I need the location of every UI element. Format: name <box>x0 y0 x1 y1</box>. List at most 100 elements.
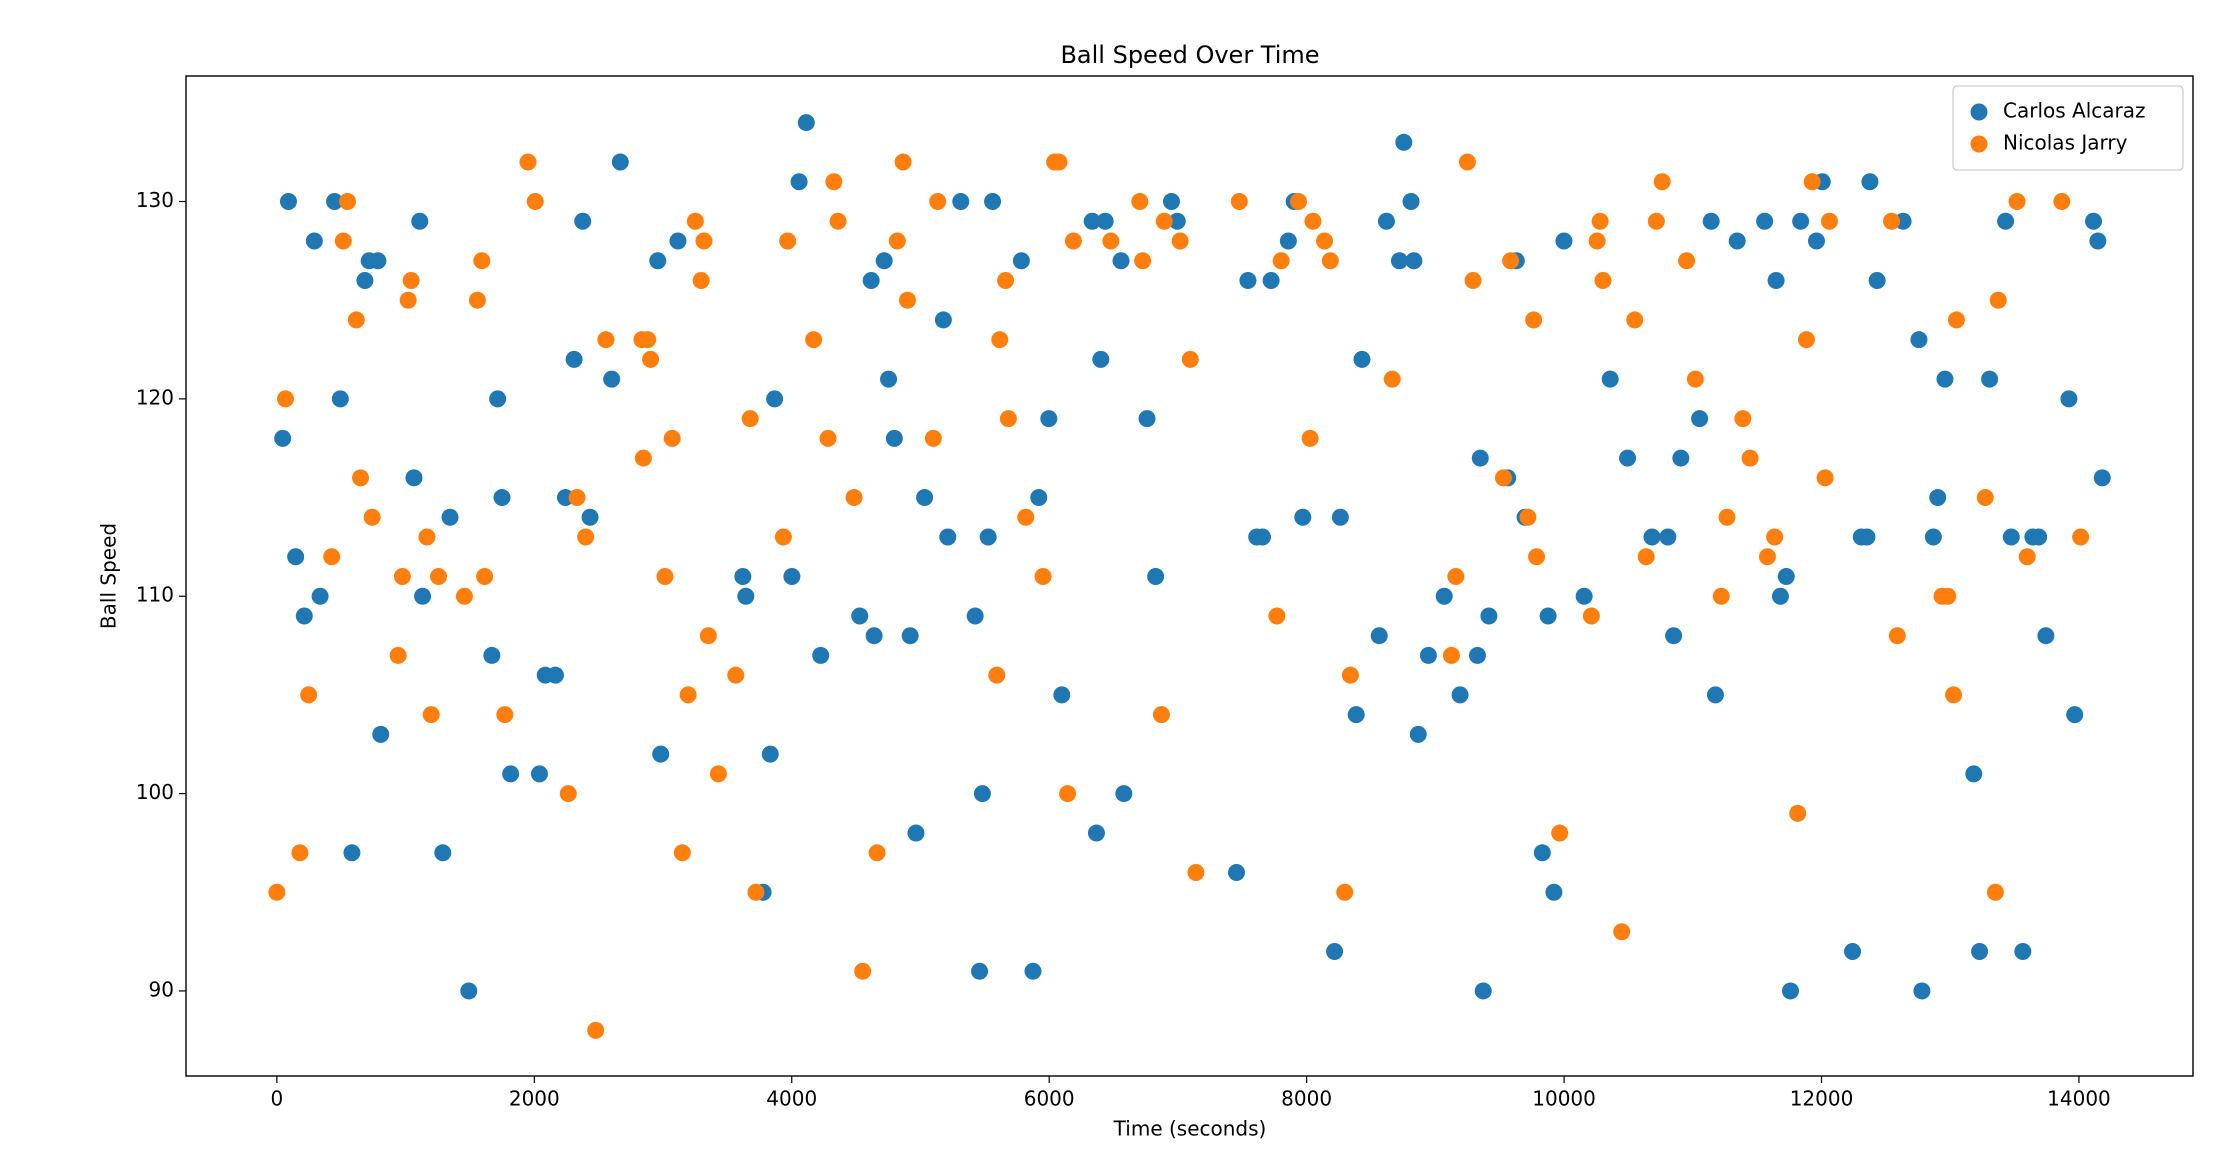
point <box>1858 528 1876 546</box>
point <box>916 489 934 507</box>
point <box>1227 864 1245 882</box>
point <box>888 232 906 250</box>
point <box>929 193 947 211</box>
point <box>805 331 823 349</box>
point <box>1464 271 1482 289</box>
point <box>1767 271 1785 289</box>
point <box>2093 469 2111 487</box>
point <box>1294 508 1312 526</box>
point <box>1797 331 1815 349</box>
point <box>695 232 713 250</box>
x-tick-label: 2000 <box>509 1087 560 1111</box>
point <box>851 607 869 625</box>
point <box>1816 469 1834 487</box>
point <box>581 508 599 526</box>
point <box>1326 942 1344 960</box>
point <box>559 785 577 803</box>
point <box>774 528 792 546</box>
point <box>642 350 660 368</box>
point <box>279 193 297 211</box>
point <box>343 844 361 862</box>
point <box>369 252 387 270</box>
x-axis-label: Time (seconds) <box>1113 1117 1267 1141</box>
point <box>1861 173 1879 191</box>
point <box>997 271 1015 289</box>
point <box>1647 212 1665 230</box>
point <box>1533 844 1551 862</box>
point <box>673 844 691 862</box>
point <box>1910 331 1928 349</box>
point <box>966 607 984 625</box>
point <box>1353 350 1371 368</box>
point <box>1539 607 1557 625</box>
point <box>1981 370 1999 388</box>
point <box>1594 271 1612 289</box>
point <box>1792 212 1810 230</box>
point <box>574 212 592 230</box>
point <box>939 528 957 546</box>
point <box>389 646 407 664</box>
point <box>1458 153 1476 171</box>
point <box>1575 587 1593 605</box>
point <box>402 271 420 289</box>
legend-marker <box>1970 135 1988 153</box>
point <box>1939 587 1957 605</box>
point <box>311 587 329 605</box>
point <box>1588 232 1606 250</box>
point <box>1653 173 1671 191</box>
point <box>894 153 912 171</box>
point <box>1162 193 1180 211</box>
point <box>1181 350 1199 368</box>
point <box>1447 567 1465 585</box>
point <box>468 291 486 309</box>
point <box>727 666 745 684</box>
point <box>1945 686 1963 704</box>
point <box>741 410 759 428</box>
point <box>1947 311 1965 329</box>
point <box>1316 232 1334 250</box>
point <box>2066 706 2084 724</box>
point <box>300 686 318 704</box>
point <box>898 291 916 309</box>
point <box>1781 982 1799 1000</box>
point <box>1405 252 1423 270</box>
point <box>1659 528 1677 546</box>
point <box>663 429 681 447</box>
point <box>1706 686 1724 704</box>
point <box>565 350 583 368</box>
point <box>1678 252 1696 270</box>
point <box>1525 311 1543 329</box>
x-tick-label: 0 <box>271 1087 284 1111</box>
point <box>783 567 801 585</box>
point <box>1734 410 1752 428</box>
point <box>1997 212 2015 230</box>
point <box>1321 252 1339 270</box>
point <box>1087 824 1105 842</box>
legend-marker <box>1970 103 1988 121</box>
legend-box <box>1952 85 2184 171</box>
point <box>1989 291 2007 309</box>
point <box>323 548 341 566</box>
point <box>1301 429 1319 447</box>
point <box>1474 982 1492 1000</box>
point <box>1913 982 1931 1000</box>
point <box>854 962 872 980</box>
point <box>747 883 765 901</box>
point <box>1152 706 1170 724</box>
point <box>1304 212 1322 230</box>
point <box>1092 350 1110 368</box>
point <box>411 212 429 230</box>
point <box>1377 212 1395 230</box>
point <box>2014 942 2032 960</box>
point <box>519 153 537 171</box>
point <box>331 390 349 408</box>
point <box>984 193 1002 211</box>
point <box>363 508 381 526</box>
point <box>797 114 815 132</box>
point <box>1691 410 1709 428</box>
point <box>880 370 898 388</box>
point <box>1545 883 1563 901</box>
point <box>611 153 629 171</box>
